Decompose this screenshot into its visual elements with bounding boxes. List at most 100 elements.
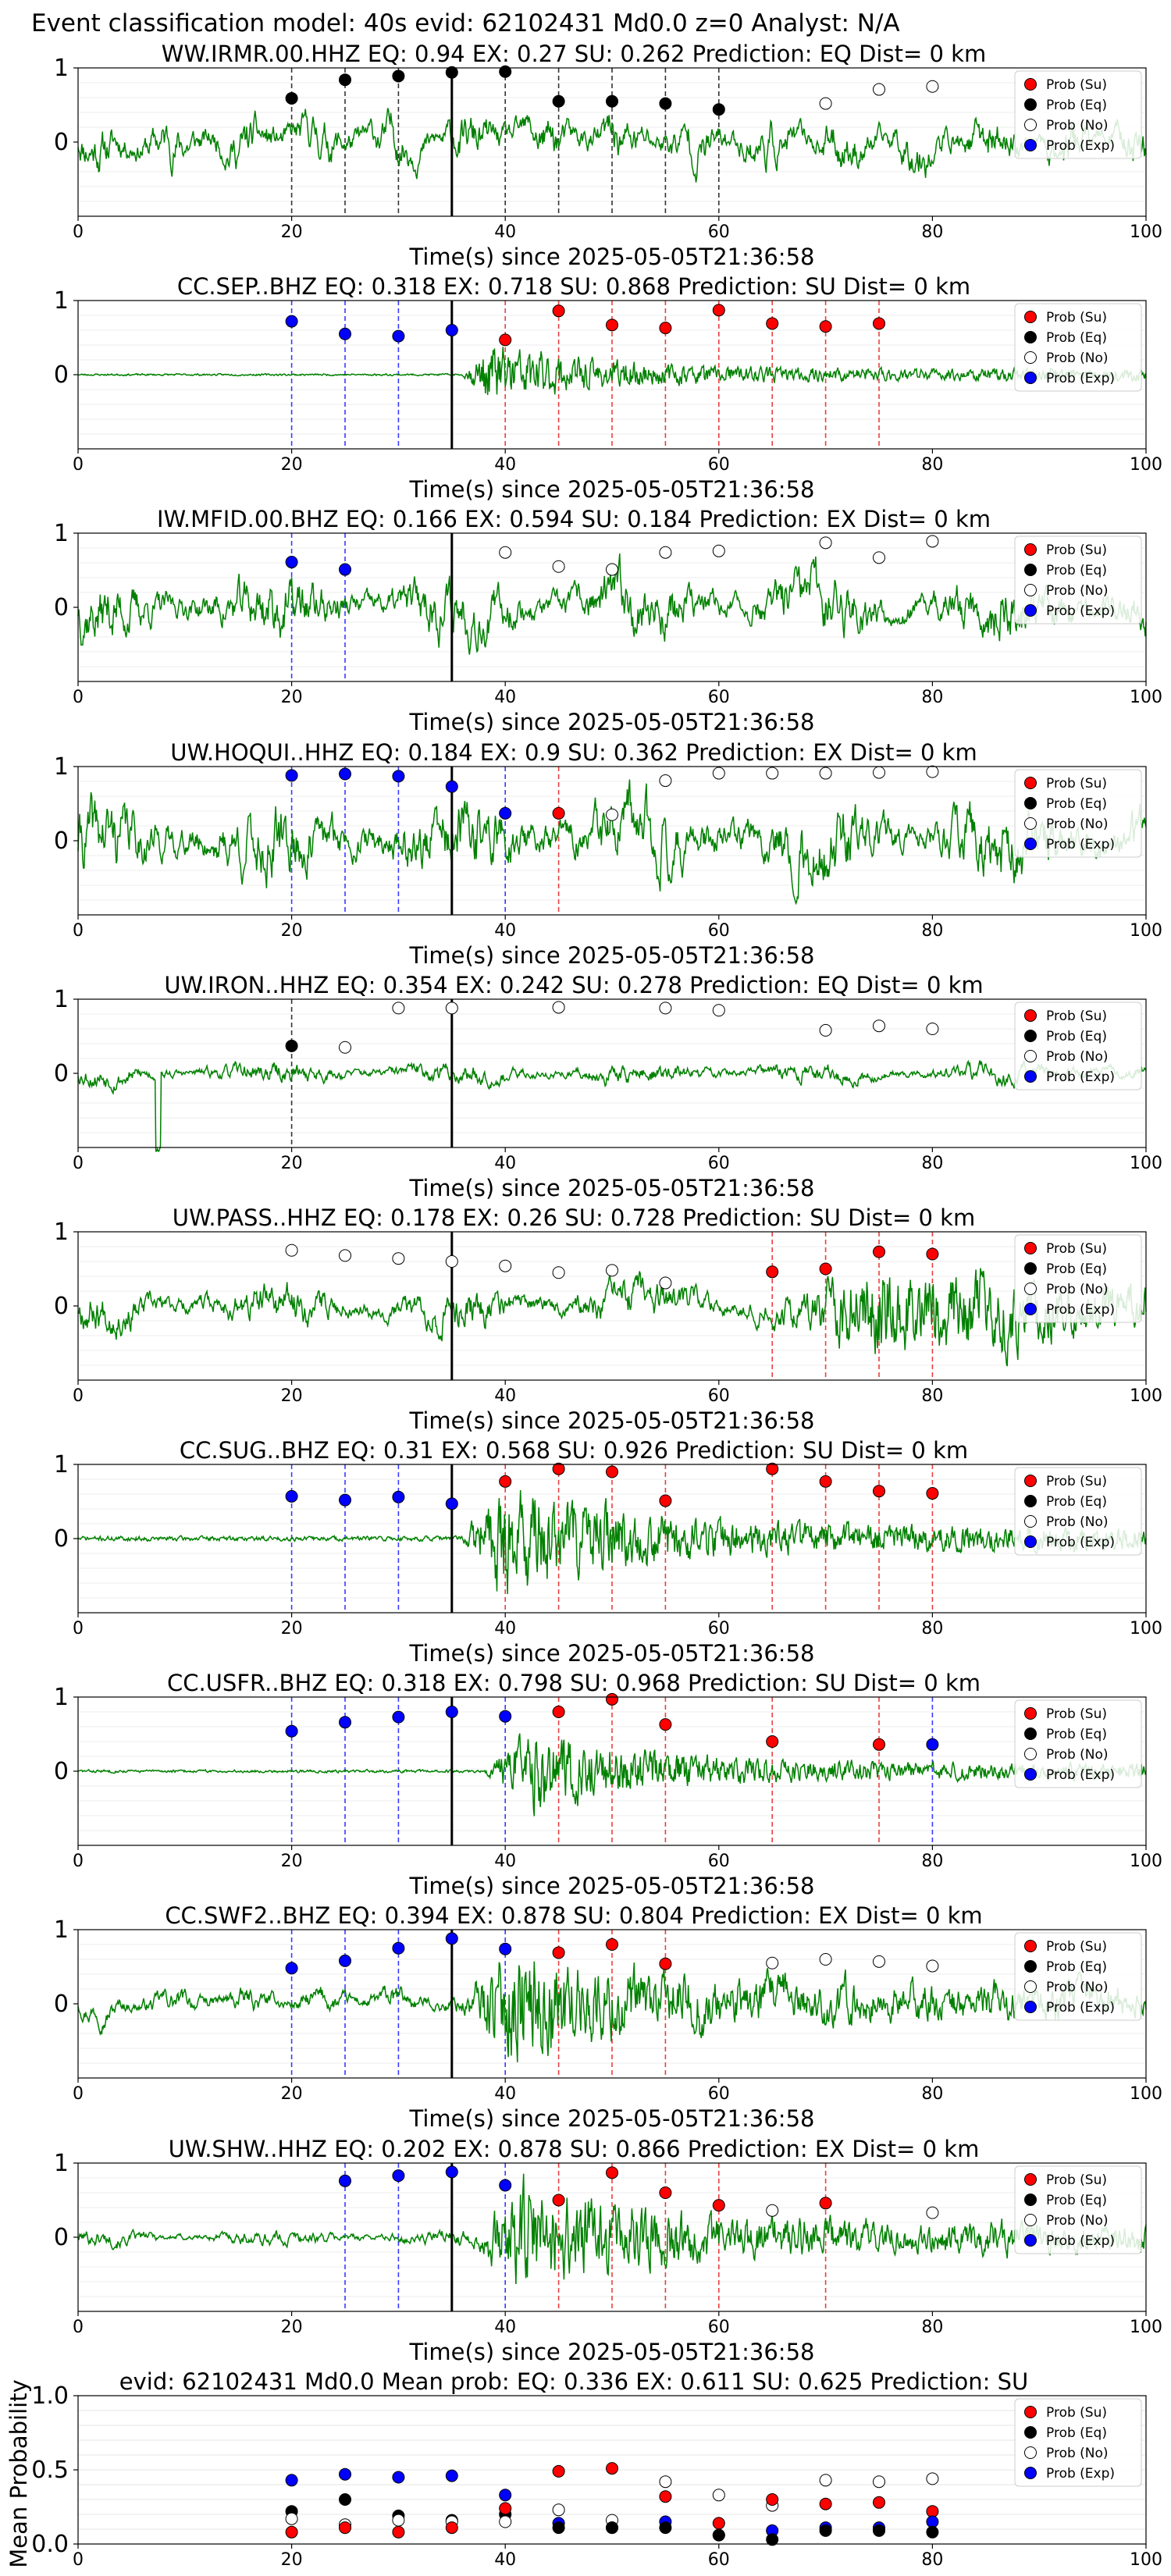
prob-point-exp	[392, 770, 405, 783]
prob-point-no	[819, 536, 832, 550]
x-axis-label: Time(s) since 2025-05-05T21:36:58	[409, 1640, 815, 1667]
x-tick-label: 100	[1130, 222, 1162, 242]
legend-marker-su	[1024, 2173, 1037, 2186]
prob-point-eq	[712, 2528, 725, 2542]
prob-point-no	[552, 1001, 565, 1014]
panel-title: IW.MFID.00.BHZ EQ: 0.166 EX: 0.594 SU: 0…	[157, 506, 991, 532]
y-tick-label: 1	[54, 55, 69, 82]
y-tick-label: 1	[54, 1219, 69, 1246]
prob-point-no	[499, 1259, 512, 1272]
legend-label: Prob (No)	[1046, 1282, 1109, 1297]
prob-point-exp	[339, 327, 351, 340]
legend-label: Prob (No)	[1046, 118, 1109, 133]
legend-marker-su	[1024, 543, 1037, 556]
prob-point-su	[659, 2490, 672, 2503]
x-tick-label: 40	[494, 921, 516, 941]
x-tick-label: 40	[494, 455, 516, 475]
x-tick-label: 0	[73, 1619, 84, 1638]
prob-point-su	[606, 1938, 618, 1951]
y-axis-label: Mean Probability	[5, 2379, 32, 2568]
prob-point-no	[766, 767, 779, 780]
x-tick-label: 80	[921, 1386, 943, 1406]
waveform-trace	[77, 2173, 1147, 2285]
prob-point-eq	[766, 2533, 779, 2546]
y-tick-label: 1	[54, 1684, 69, 1711]
prob-point-eq	[659, 97, 672, 110]
x-tick-label: 60	[708, 1154, 730, 1173]
x-tick-label: 20	[281, 1619, 303, 1638]
waveform-trace	[77, 1268, 1147, 1367]
legend-marker-su	[1024, 1940, 1037, 1952]
legend-label: Prob (Su)	[1046, 1474, 1107, 1489]
prob-point-su	[552, 304, 565, 318]
x-tick-label: 40	[494, 1154, 516, 1173]
x-tick-label: 60	[708, 2084, 730, 2104]
prob-point-no	[659, 546, 672, 559]
legend-marker-eq	[1024, 2194, 1037, 2206]
prob-point-eq	[392, 69, 405, 83]
legend-marker-eq	[1024, 1262, 1037, 1275]
legend-label: Prob (Su)	[1046, 77, 1107, 93]
legend-label: Prob (No)	[1046, 1747, 1109, 1763]
prob-point-no	[606, 1264, 618, 1277]
legend-label: Prob (Exp)	[1046, 2000, 1115, 2016]
prob-point-exp	[339, 2467, 351, 2481]
prob-point-su	[659, 1957, 672, 1970]
prob-point-no	[499, 2515, 512, 2528]
legend-marker-exp	[1024, 139, 1037, 151]
legend-marker-no	[1024, 584, 1037, 596]
legend-label: Prob (Exp)	[1046, 1767, 1115, 1783]
prob-point-su	[606, 2166, 618, 2179]
prob-point-no	[606, 563, 618, 576]
legend-marker-eq	[1024, 331, 1037, 343]
prob-point-eq	[285, 1039, 298, 1052]
legend-box	[1014, 1002, 1142, 1091]
legend-box	[1014, 303, 1142, 392]
x-tick-label: 0	[73, 688, 84, 707]
x-tick-label: 100	[1130, 921, 1162, 941]
y-tick-label: 1.0	[31, 2382, 69, 2410]
prob-point-no	[819, 97, 832, 110]
x-tick-label: 0	[73, 1386, 84, 1406]
prob-point-no	[873, 766, 885, 779]
panel-8: 0 20 40 60 80 100 0 1 CC.USFR..BHZ EQ: 0.318 EX:…	[54, 1670, 1162, 1899]
prob-point-su	[819, 2497, 832, 2510]
legend-box	[1014, 769, 1142, 858]
legend-label: Prob (Exp)	[1046, 1302, 1115, 1318]
prob-point-eq	[445, 66, 458, 79]
prob-point-no	[659, 2475, 672, 2489]
legend-marker-no	[1024, 1980, 1037, 1993]
prob-point-no	[712, 767, 725, 780]
legend-label: Prob (No)	[1046, 817, 1109, 832]
panel-11: 0 20 40 60 80 100 0.0 0.5 1.0 evid: 62102431 Md0.…	[5, 2368, 1162, 2570]
legend-label: Prob (Exp)	[1046, 138, 1115, 154]
legend-label: Prob (Exp)	[1046, 837, 1115, 852]
prob-point-su	[873, 317, 885, 330]
y-tick-label: 0	[54, 594, 69, 621]
x-tick-label: 100	[1130, 2318, 1162, 2337]
x-tick-label: 80	[921, 688, 943, 707]
x-tick-label: 0	[73, 222, 84, 242]
x-tick-label: 0	[73, 455, 84, 475]
x-tick-label: 80	[921, 2318, 943, 2337]
waveform-trace	[77, 1059, 1147, 1152]
prob-point-no	[285, 2512, 298, 2525]
prob-point-su	[819, 1475, 832, 1488]
legend-box	[1014, 535, 1142, 624]
prob-point-eq	[552, 2521, 565, 2535]
panel-3: 0 20 40 60 80 100 0 1 IW.MFID.00.BHZ EQ: 0.166 E…	[54, 506, 1162, 735]
prob-point-su	[873, 1738, 885, 1751]
legend-marker-no	[1024, 817, 1037, 830]
panel-5: 0 20 40 60 80 100 0 1 UW.IRON..HHZ EQ: 0.354 EX:…	[54, 972, 1162, 1201]
prob-point-su	[766, 2493, 779, 2506]
x-tick-label: 40	[494, 1386, 516, 1406]
prob-point-su	[819, 1262, 832, 1276]
prob-point-no	[926, 80, 939, 93]
legend-marker-exp	[1024, 1535, 1037, 1548]
panel-1: 0 20 40 60 80 100 0 1 WW.IRMR.00.HHZ EQ: 0.94 EX…	[54, 41, 1162, 270]
legend-label: Prob (Exp)	[1046, 1535, 1115, 1550]
x-tick-label: 60	[708, 688, 730, 707]
prob-point-exp	[339, 2174, 351, 2187]
prob-point-su	[659, 322, 672, 335]
prob-point-su	[712, 2517, 725, 2530]
